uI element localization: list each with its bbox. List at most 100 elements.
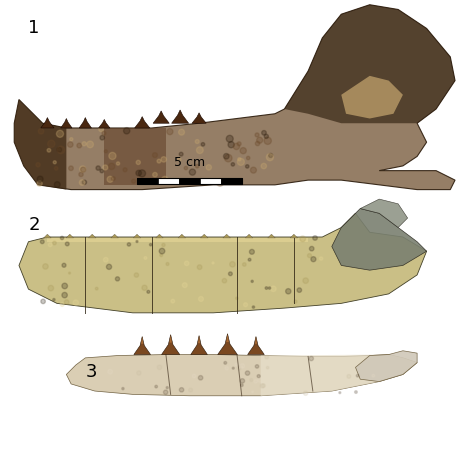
Circle shape [62,292,67,298]
Text: 5 cm: 5 cm [174,156,205,169]
Circle shape [36,163,40,167]
Text: 3: 3 [85,363,97,381]
Circle shape [225,366,228,370]
Circle shape [257,378,262,382]
Polygon shape [162,335,180,355]
Circle shape [226,135,233,142]
Bar [221,178,242,184]
Circle shape [53,161,56,164]
Circle shape [243,263,246,266]
Polygon shape [99,119,110,128]
Circle shape [212,262,214,264]
Circle shape [107,264,111,269]
Circle shape [269,154,273,157]
Circle shape [240,379,245,383]
Polygon shape [44,234,51,238]
Circle shape [255,365,259,368]
Circle shape [155,385,157,388]
Circle shape [122,387,124,390]
Circle shape [297,288,301,292]
Circle shape [179,152,183,156]
Circle shape [117,162,119,165]
Circle shape [286,289,291,294]
Polygon shape [223,234,230,238]
Circle shape [261,164,266,169]
Circle shape [198,375,203,380]
Circle shape [257,374,260,378]
Circle shape [115,277,119,281]
Circle shape [162,176,168,183]
Circle shape [254,380,257,383]
Circle shape [108,369,112,374]
Polygon shape [360,199,408,228]
Circle shape [250,167,256,173]
Circle shape [294,300,297,303]
Text: 2: 2 [28,216,40,234]
Polygon shape [104,128,166,185]
Circle shape [99,127,103,132]
Bar [200,178,221,184]
Circle shape [197,265,202,270]
Circle shape [372,374,375,377]
Circle shape [199,296,203,301]
Circle shape [228,142,234,148]
Circle shape [70,137,73,141]
Circle shape [37,176,43,182]
Polygon shape [66,355,417,396]
Circle shape [164,390,168,394]
Circle shape [356,374,359,377]
Circle shape [167,128,173,135]
Polygon shape [61,118,72,128]
Circle shape [166,263,169,265]
Circle shape [255,141,260,146]
Circle shape [102,131,106,135]
Circle shape [96,166,100,170]
Polygon shape [191,336,208,355]
Circle shape [171,299,174,303]
Circle shape [160,254,163,256]
Circle shape [244,303,247,307]
Circle shape [107,176,113,182]
Circle shape [65,242,69,246]
Circle shape [109,163,115,170]
Circle shape [255,133,259,137]
Circle shape [355,391,357,393]
Circle shape [57,147,62,152]
Circle shape [95,287,98,290]
Circle shape [149,244,152,246]
Circle shape [100,169,104,173]
Circle shape [132,179,136,183]
Polygon shape [134,337,151,355]
Circle shape [319,257,323,260]
Polygon shape [226,334,229,342]
Circle shape [271,286,276,292]
Circle shape [100,136,104,140]
Bar [137,178,242,184]
Circle shape [159,248,165,254]
Circle shape [182,283,187,288]
Circle shape [73,300,79,305]
Circle shape [153,153,157,157]
Circle shape [264,134,268,138]
Circle shape [41,299,46,304]
Circle shape [189,388,192,392]
Circle shape [313,236,317,240]
Circle shape [57,146,65,154]
Circle shape [237,366,241,370]
Circle shape [265,356,269,359]
Circle shape [262,384,265,388]
Bar [179,178,200,184]
Circle shape [161,157,166,162]
Circle shape [252,306,255,308]
Circle shape [249,249,255,254]
Polygon shape [192,113,206,123]
Circle shape [283,363,287,366]
Circle shape [311,374,316,379]
Circle shape [246,156,250,160]
Circle shape [248,258,251,261]
Circle shape [40,240,44,244]
Circle shape [195,139,199,144]
Circle shape [196,147,203,154]
Circle shape [136,170,141,176]
Bar [137,178,158,184]
